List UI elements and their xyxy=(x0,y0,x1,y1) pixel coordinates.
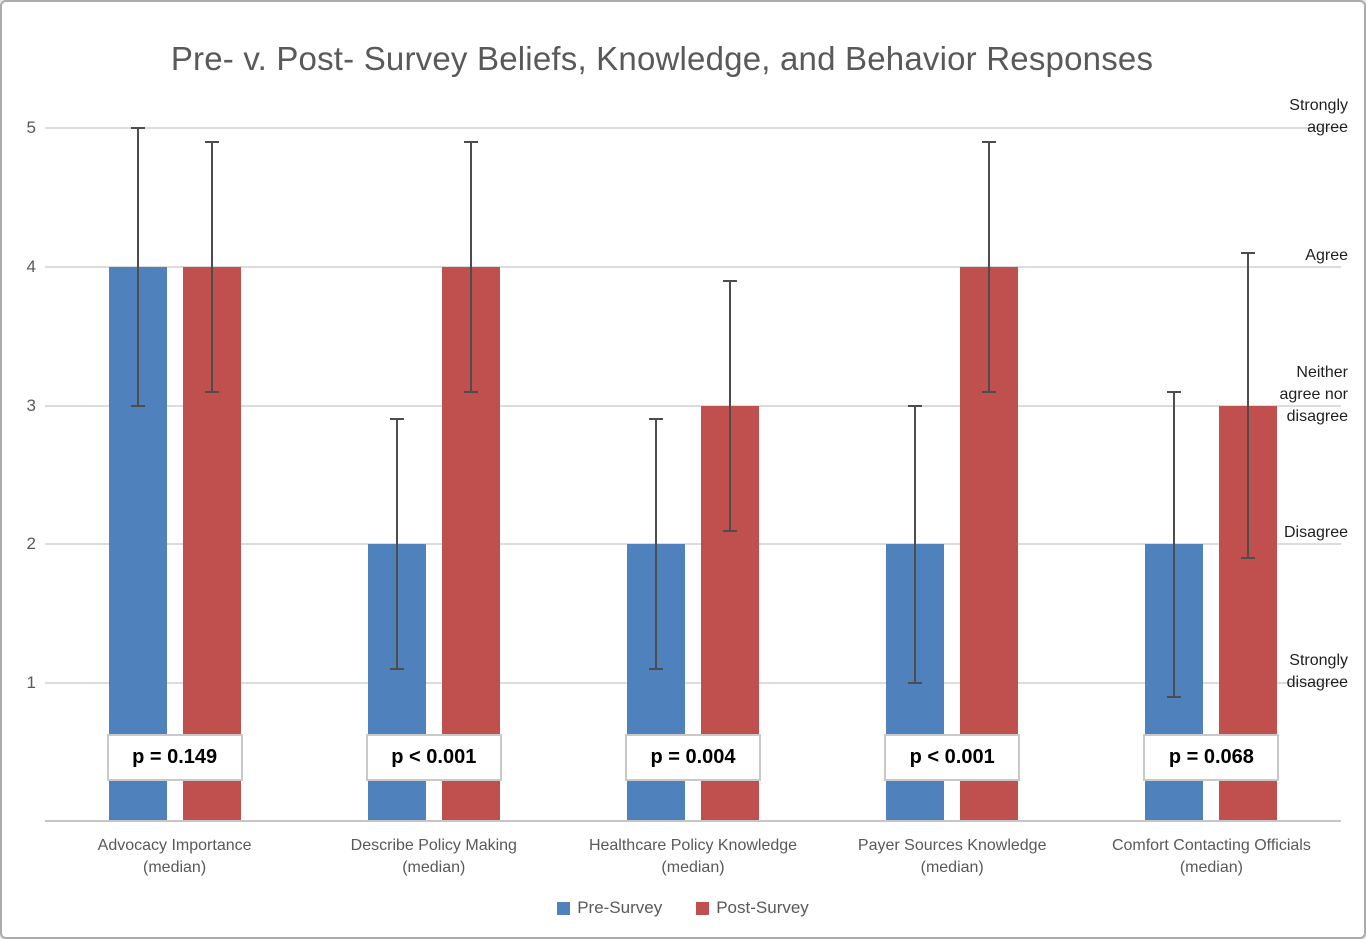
error-cap-bottom-0-4 xyxy=(1167,696,1182,699)
legend-label-0: Pre-Survey xyxy=(577,898,663,917)
chart-title: Pre- v. Post- Survey Beliefs, Knowledge,… xyxy=(170,40,1154,77)
category-label-4: Comfort Contacting Officials (median) xyxy=(1111,837,1311,876)
p-value-box-4: p = 0.068 xyxy=(1143,734,1280,781)
error-bar-post-survey-3 xyxy=(988,141,991,392)
p-value-box-3: p < 0.001 xyxy=(884,734,1021,781)
category-label-0: Advocacy Importance (median) xyxy=(97,837,252,876)
error-cap-top-0-1 xyxy=(389,418,404,421)
scale-label-agree: Agree xyxy=(1305,246,1348,264)
error-cap-bottom-1-4 xyxy=(1241,557,1256,560)
p-value-box-0: p = 0.149 xyxy=(106,734,243,781)
error-cap-bottom-1-3 xyxy=(982,390,997,393)
p-value-box-2: p = 0.004 xyxy=(625,734,761,781)
error-cap-top-1-4 xyxy=(1241,251,1256,254)
gridline-2 xyxy=(45,543,1341,546)
error-bar-post-survey-2 xyxy=(729,280,731,531)
gridline-3 xyxy=(45,404,1341,407)
scale-label-strongly-disagree: Strongly disagree xyxy=(1286,652,1348,692)
error-bar-post-survey-1 xyxy=(469,141,472,392)
error-cap-bottom-1-0 xyxy=(204,390,219,393)
error-bar-pre-survey-1 xyxy=(395,419,398,670)
y-tick-3: 3 xyxy=(26,395,36,415)
error-cap-bottom-1-2 xyxy=(723,529,737,532)
error-cap-top-0-2 xyxy=(649,418,663,421)
scale-label-strongly-agree: Strongly agree xyxy=(1289,97,1348,136)
y-tick-2: 2 xyxy=(26,534,36,554)
legend-swatch-0 xyxy=(557,901,571,915)
error-bar-post-survey-4 xyxy=(1247,252,1250,559)
legend: Pre-Survey Post-Survey xyxy=(2,898,1364,918)
category-label-3: Payer Sources Knowledge (median) xyxy=(857,837,1047,876)
error-cap-bottom-0-2 xyxy=(649,668,663,671)
error-cap-top-1-0 xyxy=(204,140,219,143)
p-value-box-1: p < 0.001 xyxy=(365,734,502,781)
legend-swatch-1 xyxy=(696,901,710,915)
x-axis-line xyxy=(45,820,1341,822)
error-cap-bottom-1-1 xyxy=(463,390,478,393)
category-label-1: Describe Policy Making (median) xyxy=(350,837,517,876)
gridline-1 xyxy=(45,682,1341,685)
error-cap-top-0-0 xyxy=(130,127,145,129)
error-cap-bottom-0-3 xyxy=(908,682,923,685)
error-bar-post-survey-0 xyxy=(210,141,213,392)
legend-label-1: Post-Survey xyxy=(716,898,809,917)
gridline-4 xyxy=(45,265,1341,268)
error-cap-top-1-3 xyxy=(982,140,997,143)
gridline-5 xyxy=(45,127,1341,129)
y-tick-1: 1 xyxy=(26,673,36,693)
legend-item-post-survey: Post-Survey xyxy=(696,898,809,918)
y-tick-4: 4 xyxy=(26,256,36,276)
error-bar-pre-survey-2 xyxy=(655,419,657,670)
error-cap-top-1-1 xyxy=(463,140,478,143)
error-bar-pre-survey-0 xyxy=(136,128,139,406)
legend-item-pre-survey: Pre-Survey xyxy=(557,898,662,918)
error-cap-top-1-2 xyxy=(723,279,737,282)
error-cap-top-0-4 xyxy=(1167,390,1182,393)
error-bar-pre-survey-3 xyxy=(914,405,917,684)
error-cap-bottom-0-0 xyxy=(130,404,145,407)
y-tick-5: 5 xyxy=(26,118,36,137)
error-cap-top-0-3 xyxy=(908,404,923,407)
scale-label-disagree: Disagree xyxy=(1283,524,1348,542)
category-label-2: Healthcare Policy Knowledge (median) xyxy=(588,837,798,876)
error-cap-bottom-0-1 xyxy=(389,668,404,671)
scale-label-neither-agree-nor-disagree: Neither agree nor disagree xyxy=(1279,363,1349,425)
error-bar-pre-survey-4 xyxy=(1173,391,1176,698)
